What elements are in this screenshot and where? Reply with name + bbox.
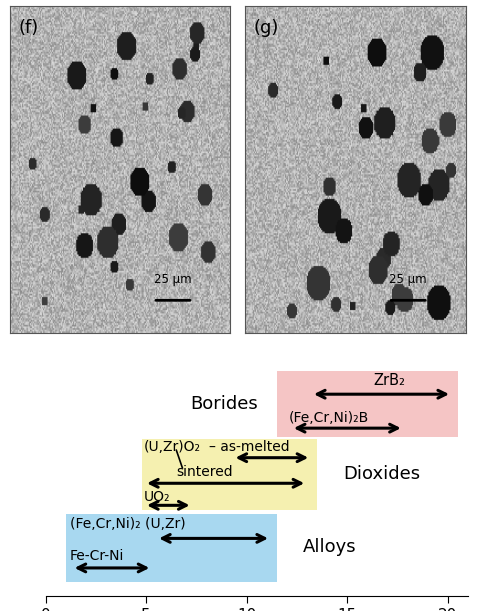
Text: – as-melted: – as-melted — [208, 440, 289, 454]
Text: UO₂: UO₂ — [144, 489, 171, 503]
Text: ZrB₂: ZrB₂ — [373, 373, 406, 389]
Text: Borides: Borides — [191, 395, 258, 413]
Bar — [142, 439, 317, 510]
Text: Alloys: Alloys — [303, 538, 357, 556]
Text: sintered: sintered — [176, 465, 233, 479]
Text: 25 μm: 25 μm — [389, 273, 427, 285]
Text: (U,Zr)O₂: (U,Zr)O₂ — [144, 440, 201, 454]
Text: (Fe,Cr,Ni)₂B: (Fe,Cr,Ni)₂B — [289, 411, 369, 425]
Text: (Fe,Cr,Ni)₂ (U,Zr): (Fe,Cr,Ni)₂ (U,Zr) — [70, 517, 185, 531]
Text: (g): (g) — [253, 19, 279, 37]
Text: 25 μm: 25 μm — [154, 273, 192, 285]
Text: (f): (f) — [18, 19, 39, 37]
Bar — [66, 514, 277, 582]
Text: Dioxides: Dioxides — [343, 466, 420, 483]
Bar — [277, 371, 458, 437]
Text: Fe-Cr-Ni: Fe-Cr-Ni — [70, 549, 124, 563]
